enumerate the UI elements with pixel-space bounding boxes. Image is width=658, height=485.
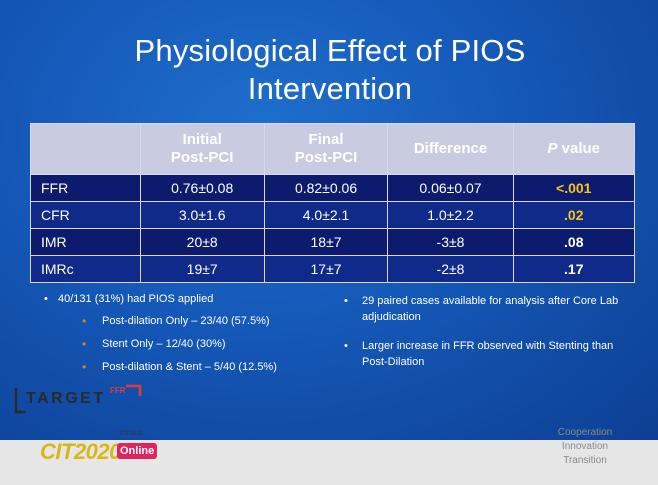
cell-initial: 19±7	[139, 255, 265, 283]
slide: Physiological Effect of PIOS Interventio…	[0, 0, 658, 440]
orange-bullet-icon: •	[82, 337, 87, 351]
logo-bracket-icon	[14, 384, 142, 414]
orange-bullet-icon: •	[82, 314, 87, 328]
cell-pvalue: <.001	[512, 174, 636, 202]
title-line-1: Physiological Effect of PIOS	[134, 33, 526, 68]
target-text: TARGET	[26, 390, 106, 407]
target-ffr-text: FFR	[110, 386, 126, 395]
slide-title: Physiological Effect of PIOS Interventio…	[60, 32, 600, 108]
table-row-ffr: FFR 0.76±0.08 0.82±0.06 0.06±0.07 <.001	[30, 174, 636, 202]
cell-difference: -3±8	[387, 228, 514, 256]
cell-difference: -2±8	[387, 255, 514, 283]
list-item: • 29 paired cases available for analysis…	[344, 295, 619, 323]
row-label: CFR	[30, 201, 141, 229]
bullet-dot-icon: •	[344, 295, 348, 307]
cit-text: CIT2020	[40, 439, 121, 464]
list-item: • Post-dilation & Stent – 5/40 (12.5%)	[82, 360, 277, 374]
bullet-dot-icon: •	[44, 293, 48, 305]
left-bullet-list: • 40/131 (31%) had PIOS applied • Post-d…	[44, 293, 344, 384]
cell-final: 18±7	[263, 228, 389, 256]
tagline: Cooperation Innovation Transition	[557, 427, 613, 466]
list-item: • 40/131 (31%) had PIOS applied	[44, 293, 214, 305]
orange-bullet-icon: •	[82, 360, 87, 374]
row-label: IMR	[30, 228, 141, 256]
cell-final: 0.82±0.06	[263, 174, 389, 202]
cell-final: 4.0±2.1	[263, 201, 389, 229]
header-empty	[30, 123, 141, 175]
cell-difference: 0.06±0.07	[387, 174, 514, 202]
cell-initial: 20±8	[139, 228, 265, 256]
table-header-row: Initial Post-PCI Final Post-PCI Differen…	[30, 123, 636, 175]
table-row-imrc: IMRc 19±7 17±7 -2±8 .17	[30, 255, 636, 283]
title-line-2: Intervention	[247, 71, 413, 106]
cell-initial: 3.0±1.6	[139, 201, 265, 229]
target-ffr-logo: TARGET FFR	[14, 384, 144, 414]
header-final: Final Post-PCI	[263, 123, 389, 175]
cit-small-text: CIT2020	[120, 431, 144, 437]
right-bullet-list: • 29 paired cases available for analysis…	[344, 293, 634, 383]
cell-pvalue: .17	[512, 255, 636, 283]
cell-pvalue: .02	[512, 201, 636, 229]
bullet-dot-icon: •	[344, 340, 348, 352]
table-row-imr: IMR 20±8 18±7 -3±8 .08	[30, 228, 636, 256]
list-item: • Post-dilation Only – 23/40 (57.5%)	[82, 314, 270, 328]
cell-final: 17±7	[263, 255, 389, 283]
cell-difference: 1.0±2.2	[387, 201, 514, 229]
cit-2020-logo: CIT2020 CIT2020 Online	[40, 431, 160, 467]
cell-initial: 0.76±0.08	[139, 174, 265, 202]
list-item: • Stent Only – 12/40 (30%)	[82, 337, 226, 351]
results-table: Initial Post-PCI Final Post-PCI Differen…	[30, 123, 636, 283]
cell-pvalue: .08	[512, 228, 636, 256]
row-label: IMRc	[30, 255, 141, 283]
footer-bar	[0, 440, 658, 485]
online-badge: Online	[117, 443, 158, 459]
row-label: FFR	[30, 174, 141, 202]
header-initial: Initial Post-PCI	[139, 123, 265, 175]
header-pvalue: P value	[512, 123, 636, 175]
list-item: • Larger increase in FFR observed with S…	[344, 340, 614, 368]
header-difference: Difference	[387, 123, 514, 175]
table-row-cfr: CFR 3.0±1.6 4.0±2.1 1.0±2.2 .02	[30, 201, 636, 229]
